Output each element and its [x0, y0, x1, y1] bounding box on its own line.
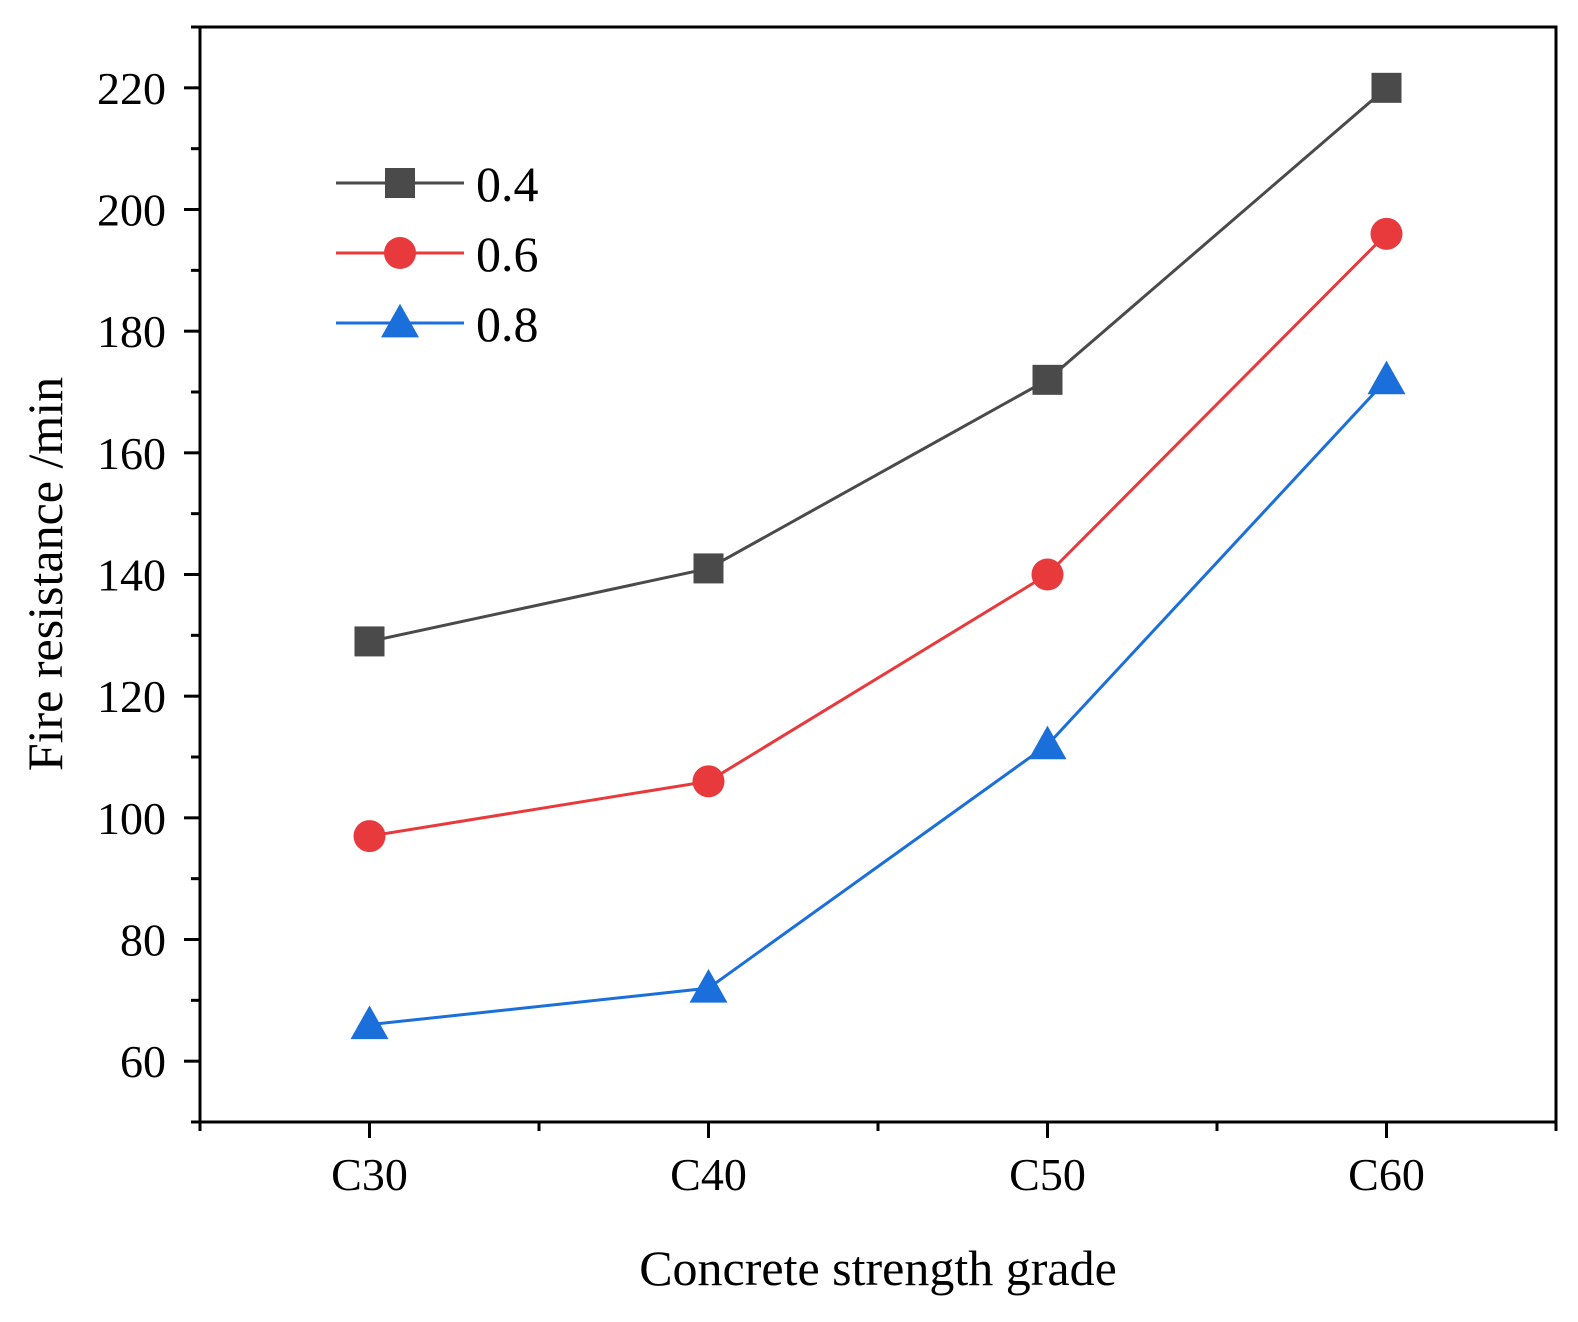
y-tick-label: 200 [97, 185, 166, 236]
series-line [369, 232, 1388, 838]
data-point-triangle [689, 968, 728, 1003]
legend: 0.4 0.6 0.8 [336, 156, 539, 352]
y-tick-label: 80 [120, 915, 166, 966]
y-tick-label: 100 [97, 793, 166, 844]
data-point-square [693, 553, 724, 584]
y-axis-label: Fire resistance /min [17, 377, 73, 771]
x-axis-label: Concrete strength grade [639, 1240, 1117, 1296]
series-line [369, 378, 1388, 1027]
series-0.4 [354, 72, 1402, 657]
data-point-circle [353, 820, 386, 853]
x-tick-label: C40 [670, 1149, 747, 1200]
series-line [369, 86, 1388, 643]
data-point-square [1371, 72, 1402, 103]
legend-marker-square [385, 168, 415, 198]
y-tick-label: 120 [97, 671, 166, 722]
data-point-square [354, 626, 385, 657]
legend-label: 0.4 [476, 156, 539, 212]
legend-item: 0.8 [336, 296, 539, 352]
y-tick-label: 60 [120, 1036, 166, 1087]
series-layer [350, 72, 1406, 1040]
legend-label: 0.8 [476, 296, 539, 352]
legend-item: 0.4 [336, 156, 539, 212]
y-tick-label: 220 [97, 63, 166, 114]
data-point-square [1032, 364, 1063, 395]
data-point-triangle [1367, 360, 1406, 395]
x-tick-label: C60 [1348, 1149, 1425, 1200]
data-point-triangle [350, 1005, 389, 1040]
x-tick-label: C30 [331, 1149, 408, 1200]
legend-marker-circle [384, 237, 416, 269]
data-point-circle [692, 765, 725, 798]
y-axis-ticks: 60 80 100 120 140 160 180 200 220 [97, 25, 200, 1124]
x-tick-label: C50 [1009, 1149, 1086, 1200]
y-tick-label: 160 [97, 428, 166, 479]
legend-label: 0.6 [476, 226, 539, 282]
data-point-circle [1370, 217, 1403, 250]
y-tick-label: 180 [97, 306, 166, 357]
legend-item: 0.6 [336, 226, 539, 282]
series-0.8 [350, 360, 1406, 1040]
x-axis-ticks: C30 C40 C50 C60 [198, 1122, 1558, 1200]
y-tick-label: 140 [97, 550, 166, 601]
series-0.6 [353, 217, 1403, 853]
data-point-triangle [1028, 725, 1067, 760]
legend-marker-triangle [381, 303, 419, 338]
data-point-circle [1031, 558, 1064, 591]
